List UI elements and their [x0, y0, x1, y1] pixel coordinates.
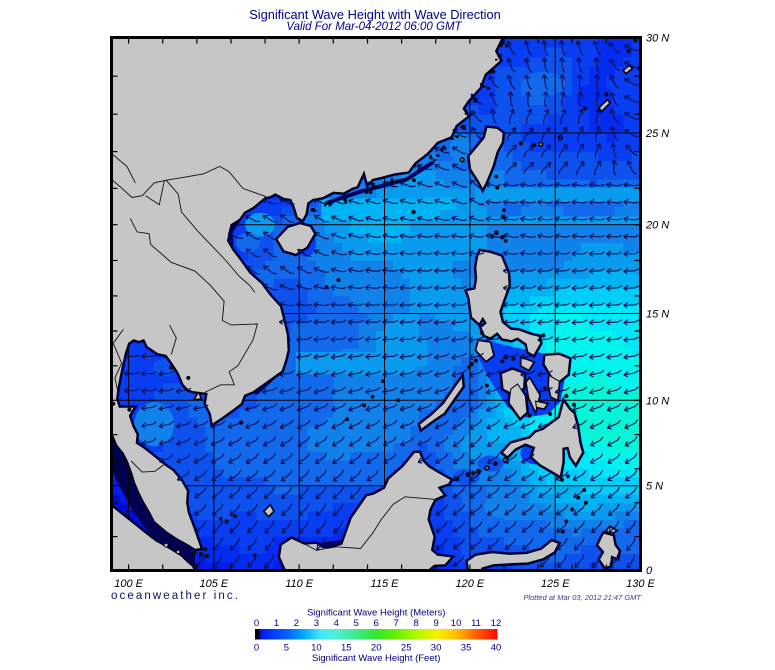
svg-text:15 N: 15 N: [646, 309, 669, 321]
svg-text:130 E: 130 E: [626, 578, 655, 590]
svg-text:Plotted at Mar 03, 2012 21:47: Plotted at Mar 03, 2012 21:47 GMT: [523, 593, 642, 602]
svg-text:40: 40: [491, 643, 502, 654]
svg-text:3: 3: [314, 618, 319, 629]
svg-text:100 E: 100 E: [114, 578, 143, 590]
svg-text:15: 15: [341, 643, 352, 654]
svg-text:8: 8: [414, 618, 419, 629]
svg-text:Valid For Mar-04-2012 06:00 GM: Valid For Mar-04-2012 06:00 GMT: [286, 21, 462, 33]
svg-text:Significant Wave Height (Meter: Significant Wave Height (Meters): [307, 608, 446, 619]
svg-text:12: 12: [491, 618, 502, 629]
svg-text:0: 0: [646, 565, 653, 577]
svg-text:7: 7: [394, 618, 399, 629]
svg-text:4: 4: [334, 618, 339, 629]
svg-text:30: 30: [431, 643, 442, 654]
svg-text:10: 10: [311, 643, 322, 654]
svg-text:6: 6: [374, 618, 379, 629]
svg-text:1: 1: [274, 618, 279, 629]
svg-text:125 E: 125 E: [541, 578, 570, 590]
svg-text:0: 0: [254, 643, 259, 654]
svg-text:110 E: 110 E: [285, 578, 314, 590]
svg-text:35: 35: [461, 643, 472, 654]
svg-text:10 N: 10 N: [646, 395, 669, 407]
svg-text:20: 20: [371, 643, 382, 654]
svg-text:0: 0: [254, 618, 259, 629]
svg-text:115 E: 115 E: [371, 578, 400, 590]
svg-text:Significant Wave Height with W: Significant Wave Height with Wave Direct…: [249, 7, 501, 22]
svg-text:120 E: 120 E: [456, 578, 485, 590]
svg-text:30 N: 30 N: [646, 33, 669, 45]
svg-text:oceanweather inc.: oceanweather inc.: [111, 590, 240, 602]
svg-text:9: 9: [433, 618, 438, 629]
svg-text:25 N: 25 N: [645, 128, 669, 140]
svg-text:Significant Wave Height (Feet): Significant Wave Height (Feet): [312, 653, 440, 664]
svg-text:105 E: 105 E: [200, 578, 229, 590]
svg-text:5 N: 5 N: [646, 481, 663, 493]
svg-text:20 N: 20 N: [645, 220, 669, 232]
svg-text:2: 2: [294, 618, 299, 629]
svg-text:5: 5: [284, 643, 289, 654]
svg-text:11: 11: [471, 618, 481, 629]
svg-text:25: 25: [401, 643, 412, 654]
svg-text:10: 10: [451, 618, 462, 629]
svg-text:5: 5: [354, 618, 359, 629]
